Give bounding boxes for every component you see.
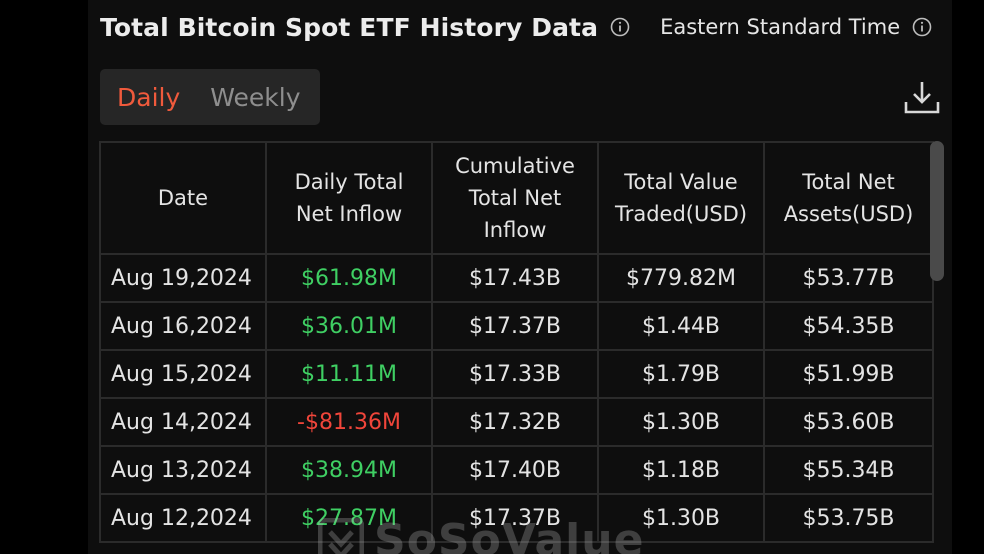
cell-total-value-traded: $1.18B <box>598 446 764 494</box>
download-icon <box>902 78 942 118</box>
table-row: Aug 19,2024 $61.98M $17.43B $779.82M $53… <box>100 254 933 302</box>
table-row: Aug 14,2024 -$81.36M $17.32B $1.30B $53.… <box>100 398 933 446</box>
cell-cumulative-net-inflow: $17.37B <box>432 494 598 542</box>
cell-daily-net-inflow: $38.94M <box>266 446 432 494</box>
cell-cumulative-net-inflow: $17.37B <box>432 302 598 350</box>
cell-cumulative-net-inflow: $17.43B <box>432 254 598 302</box>
cell-daily-net-inflow: $36.01M <box>266 302 432 350</box>
daily-tab[interactable]: Daily <box>100 83 196 112</box>
cell-date: Aug 12,2024 <box>100 494 266 542</box>
column-header-date[interactable]: Date <box>100 142 266 254</box>
etf-history-panel: Total Bitcoin Spot ETF History Data East… <box>88 0 952 554</box>
cell-cumulative-net-inflow: $17.33B <box>432 350 598 398</box>
cell-date: Aug 16,2024 <box>100 302 266 350</box>
info-icon[interactable] <box>610 17 630 37</box>
period-toggle: Daily Weekly <box>100 69 320 125</box>
table-row: Aug 15,2024 $11.11M $17.33B $1.79B $51.9… <box>100 350 933 398</box>
cell-cumulative-net-inflow: $17.32B <box>432 398 598 446</box>
cell-total-net-assets: $51.99B <box>764 350 933 398</box>
cell-total-net-assets: $53.77B <box>764 254 933 302</box>
cell-cumulative-net-inflow: $17.40B <box>432 446 598 494</box>
cell-total-value-traded: $1.30B <box>598 494 764 542</box>
history-table: Date Daily Total Net Inflow Cumulative T… <box>99 141 934 543</box>
column-header-daily-net-inflow[interactable]: Daily Total Net Inflow <box>266 142 432 254</box>
cell-date: Aug 13,2024 <box>100 446 266 494</box>
column-header-cumulative-net-inflow[interactable]: Cumulative Total Net Inflow <box>432 142 598 254</box>
cell-date: Aug 14,2024 <box>100 398 266 446</box>
column-header-total-net-assets[interactable]: Total Net Assets(USD) <box>764 142 933 254</box>
cell-daily-net-inflow: -$81.36M <box>266 398 432 446</box>
cell-date: Aug 19,2024 <box>100 254 266 302</box>
column-header-total-value-traded[interactable]: Total Value Traded(USD) <box>598 142 764 254</box>
weekly-tab[interactable]: Weekly <box>196 83 316 112</box>
cell-total-value-traded: $1.79B <box>598 350 764 398</box>
table-row: Aug 13,2024 $38.94M $17.40B $1.18B $55.3… <box>100 446 933 494</box>
cell-total-net-assets: $53.75B <box>764 494 933 542</box>
cell-total-value-traded: $1.30B <box>598 398 764 446</box>
cell-total-net-assets: $53.60B <box>764 398 933 446</box>
vertical-scrollbar[interactable] <box>930 141 944 281</box>
panel-header: Total Bitcoin Spot ETF History Data East… <box>100 10 932 44</box>
cell-total-value-traded: $779.82M <box>598 254 764 302</box>
cell-total-net-assets: $54.35B <box>764 302 933 350</box>
cell-total-net-assets: $55.34B <box>764 446 933 494</box>
table-row: Aug 16,2024 $36.01M $17.37B $1.44B $54.3… <box>100 302 933 350</box>
cell-total-value-traded: $1.44B <box>598 302 764 350</box>
table-header-row: Date Daily Total Net Inflow Cumulative T… <box>100 142 933 254</box>
cell-daily-net-inflow: $27.87M <box>266 494 432 542</box>
cell-daily-net-inflow: $61.98M <box>266 254 432 302</box>
download-button[interactable] <box>902 78 942 118</box>
timezone-info-icon[interactable] <box>912 17 932 37</box>
cell-daily-net-inflow: $11.11M <box>266 350 432 398</box>
page-title: Total Bitcoin Spot ETF History Data <box>100 13 598 42</box>
table-row: Aug 12,2024 $27.87M $17.37B $1.30B $53.7… <box>100 494 933 542</box>
cell-date: Aug 15,2024 <box>100 350 266 398</box>
history-table-wrapper: Date Daily Total Net Inflow Cumulative T… <box>99 141 932 543</box>
timezone-label: Eastern Standard Time <box>660 15 900 39</box>
